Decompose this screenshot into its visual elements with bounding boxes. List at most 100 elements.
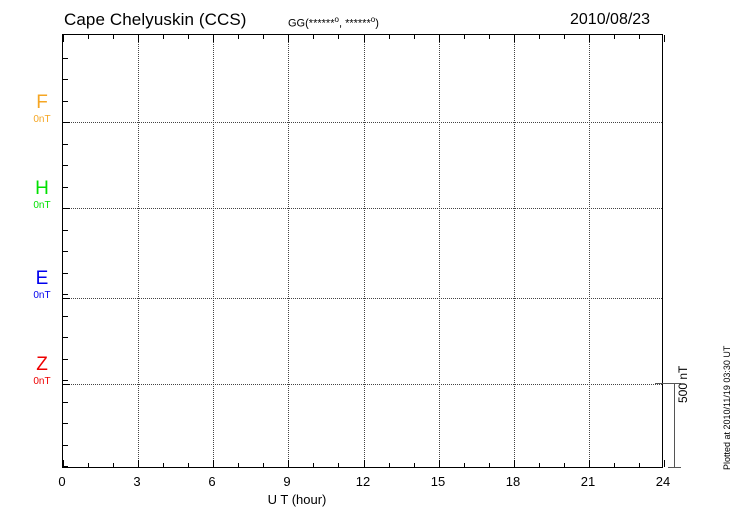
y-axis-minor-tick [63, 337, 68, 338]
latitude-degree-symbol: o [334, 15, 339, 24]
x-axis-major-tick [138, 460, 139, 467]
y-axis-minor-tick [63, 79, 68, 80]
x-axis-tick-label: 9 [283, 474, 291, 489]
vertical-gridline [138, 35, 139, 467]
x-axis-tick-label: 12 [355, 474, 371, 489]
x-axis-major-tick-top [439, 35, 440, 42]
x-axis-minor-tick [464, 463, 465, 467]
x-axis-minor-tick [263, 463, 264, 467]
y-axis-minor-tick [63, 273, 68, 274]
scalebar-label: 500 nT [676, 365, 690, 403]
y-axis-baseline-tick-e [63, 298, 70, 299]
x-axis-minor-tick-top [338, 35, 339, 39]
x-axis-tick-label: 21 [580, 474, 596, 489]
x-axis-minor-tick-top [414, 35, 415, 39]
x-axis-minor-tick-top [263, 35, 264, 39]
x-axis-major-tick-top [63, 35, 64, 42]
y-axis-minor-tick [63, 445, 68, 446]
x-axis-major-tick [213, 460, 214, 467]
x-axis-major-tick-top [364, 35, 365, 42]
x-axis-major-tick [589, 460, 590, 467]
x-axis-tick-label: 6 [208, 474, 216, 489]
plot-area [62, 34, 665, 468]
vertical-gridline [364, 35, 365, 467]
x-axis-major-tick [288, 460, 289, 467]
component-label-f: F 0nT [22, 93, 62, 126]
component-baseline-z: 0nT [33, 376, 51, 387]
x-axis-tick-label: 18 [505, 474, 521, 489]
y-axis-minor-tick [63, 144, 68, 145]
component-letter-h: H [35, 178, 49, 199]
y-axis-minor-tick [63, 294, 68, 295]
vertical-gridline [439, 35, 440, 467]
x-axis-minor-tick [113, 463, 114, 467]
x-axis-minor-tick [414, 463, 415, 467]
x-axis-title-text: U T (hour) [267, 492, 327, 507]
y-axis-minor-tick [63, 230, 68, 231]
x-axis-major-tick [364, 460, 365, 467]
x-axis-minor-tick-top [539, 35, 540, 39]
x-axis-minor-tick-top [389, 35, 390, 39]
x-axis-minor-tick-top [238, 35, 239, 39]
longitude-degree-symbol: o [370, 15, 376, 24]
x-axis-minor-tick-top [113, 35, 114, 39]
x-axis-minor-tick [238, 463, 239, 467]
scalebar-connector [655, 383, 677, 384]
scalebar [668, 383, 682, 468]
component-baseline-h: 0nT [33, 200, 51, 211]
y-axis-minor-tick [63, 58, 68, 59]
x-axis-major-tick-top [213, 35, 214, 42]
component-label-e: E 0nT [22, 269, 62, 302]
baseline-gridline-z [63, 384, 662, 385]
coordinates-close-paren: ) [375, 17, 379, 30]
y-axis-minor-tick [63, 423, 68, 424]
component-baseline-f: 0nT [33, 114, 51, 125]
component-letter-f: F [36, 92, 48, 113]
y-axis-baseline-tick-z [63, 384, 70, 385]
coordinates-label: GG(******o, ******o) [288, 15, 379, 30]
baseline-gridline-e [63, 298, 662, 299]
component-label-h: H 0nT [22, 179, 62, 212]
vertical-gridline [589, 35, 590, 467]
x-axis-minor-tick-top [188, 35, 189, 39]
longitude-value: ****** [345, 17, 371, 30]
x-axis-major-tick [439, 460, 440, 467]
baseline-gridline-f [63, 122, 662, 123]
x-axis-title: U T (hour) [0, 492, 730, 507]
component-letter-z: Z [36, 354, 48, 375]
x-axis-major-tick-top [138, 35, 139, 42]
scalebar-bottom-cap [668, 467, 681, 468]
x-axis-tick-label: 3 [133, 474, 141, 489]
component-baseline-e: 0nT [33, 290, 51, 301]
component-letter-e: E [35, 268, 49, 289]
component-label-z: Z 0nT [22, 355, 62, 388]
coordinate-system-label: GG [288, 17, 306, 30]
x-axis-tick-label: 15 [430, 474, 446, 489]
x-axis-minor-tick [188, 463, 189, 467]
station-title: Cape Chelyuskin (CCS) [64, 10, 247, 29]
y-axis-minor-tick [63, 466, 68, 467]
x-axis-major-tick [514, 460, 515, 467]
y-axis-minor-tick [63, 359, 68, 360]
observation-date: 2010/08/23 [570, 11, 651, 28]
vertical-gridline [514, 35, 515, 467]
x-axis-major-tick [664, 460, 665, 467]
x-axis-minor-tick-top [564, 35, 565, 39]
x-axis-minor-tick-top [464, 35, 465, 39]
x-axis-major-tick-top [288, 35, 289, 42]
y-axis-minor-tick [63, 380, 68, 381]
x-axis-minor-tick-top [313, 35, 314, 39]
y-axis-minor-tick [63, 402, 68, 403]
y-axis-minor-tick [63, 165, 68, 166]
baseline-gridline-h [63, 208, 662, 209]
scalebar-vertical-line [674, 383, 675, 468]
x-axis-minor-tick [639, 463, 640, 467]
y-axis-baseline-tick-f [63, 122, 70, 123]
x-axis-minor-tick [88, 463, 89, 467]
y-axis-baseline-tick-h [63, 208, 70, 209]
x-axis-minor-tick [489, 463, 490, 467]
y-axis-minor-tick [63, 101, 68, 102]
latitude-value: ****** [308, 17, 335, 30]
y-axis-minor-tick [63, 251, 68, 252]
